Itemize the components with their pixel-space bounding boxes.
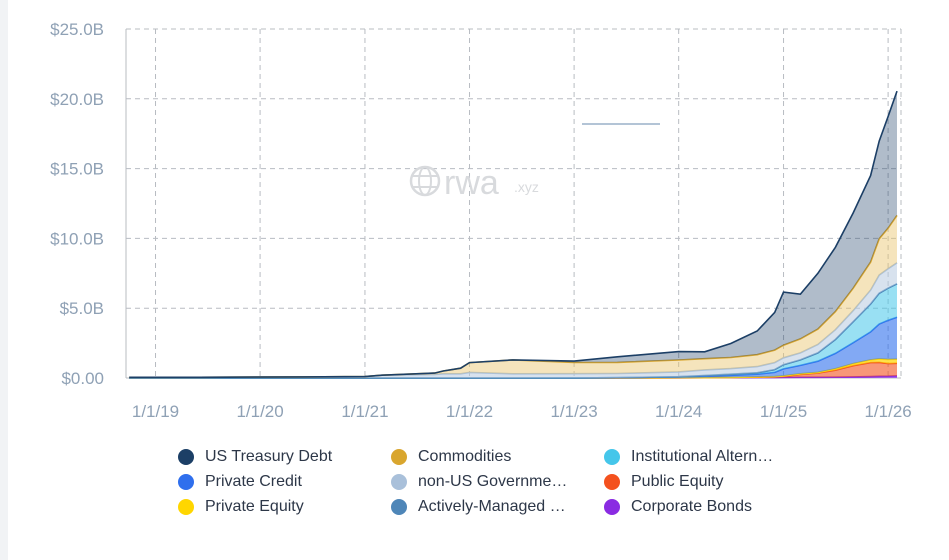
y-axis-ticks: $0.00 $5.0B $10.0B $15.0B $20.0B $25.0B	[50, 20, 104, 388]
y-tick-label: $20.0B	[50, 90, 104, 109]
legend-swatch	[391, 474, 407, 490]
legend-label: Private Credit	[205, 473, 302, 490]
legend-swatch	[604, 449, 620, 465]
legend-label: Public Equity	[631, 473, 724, 490]
legend-swatch	[178, 474, 194, 490]
legend-swatch	[178, 449, 194, 465]
rwa-watermark: rwa .xyz	[409, 164, 539, 202]
legend-item[interactable]: Public Equity	[604, 471, 724, 493]
watermark-suffix: .xyz	[514, 179, 539, 195]
line-us-treasury-debt	[129, 90, 898, 379]
legend-item[interactable]: Corporate Bonds	[604, 496, 752, 518]
legend-label: Private Equity	[205, 498, 304, 515]
x-tick-label: 1/1/19	[132, 402, 179, 421]
chart-legend: US Treasury Debt Commodities Institutional…	[178, 446, 818, 526]
legend-swatch	[604, 474, 620, 490]
y-tick-label: $0.00	[61, 369, 104, 388]
legend-label: US Treasury Debt	[205, 448, 333, 465]
y-tick-label: $5.0B	[60, 299, 104, 318]
area-us-treasury-debt	[129, 91, 897, 378]
legend-item[interactable]: Institutional Altern…	[604, 446, 773, 468]
legend-label: Actively-Managed …	[418, 498, 566, 515]
x-tick-label: 1/1/24	[655, 402, 702, 421]
globe-icon	[409, 165, 441, 197]
x-axis-ticks: 1/1/19 1/1/20 1/1/21 1/1/22 1/1/23 1/1/24 1/1/…	[132, 402, 912, 421]
legend-item[interactable]: Actively-Managed …	[391, 496, 566, 518]
y-tick-label: $10.0B	[50, 229, 104, 248]
x-tick-label: 1/1/22	[446, 402, 493, 421]
stacked-areas	[129, 90, 898, 379]
legend-item[interactable]: non-US Governme…	[391, 471, 567, 493]
x-tick-label: 1/1/26	[864, 402, 911, 421]
legend-swatch	[604, 499, 620, 515]
watermark-brand: rwa	[444, 164, 499, 202]
x-tick-label: 1/1/25	[760, 402, 807, 421]
x-tick-label: 1/1/20	[236, 402, 283, 421]
legend-swatch	[391, 449, 407, 465]
y-tick-label: $25.0B	[50, 20, 104, 39]
legend-item[interactable]: US Treasury Debt	[178, 446, 332, 468]
legend-swatch	[178, 499, 194, 515]
legend-label: Corporate Bonds	[631, 498, 752, 515]
x-tick-label: 1/1/21	[341, 402, 388, 421]
legend-label: Commodities	[418, 448, 512, 465]
legend-item[interactable]: Private Equity	[178, 496, 304, 518]
legend-item[interactable]: Commodities	[391, 446, 511, 468]
chart-grid	[125, 28, 902, 379]
area-public-equity	[129, 362, 897, 378]
legend-label: Institutional Altern…	[631, 448, 774, 465]
y-tick-label: $15.0B	[50, 160, 104, 179]
legend-swatch	[391, 499, 407, 515]
x-tick-label: 1/1/23	[550, 402, 597, 421]
chart-card: rwa .xyz $0.00 $5.0B $10.0B $15.0B $20.0B $25…	[8, 0, 949, 560]
legend-label: non-US Governme…	[418, 473, 568, 490]
legend-item[interactable]: Private Credit	[178, 471, 302, 493]
area-chart[interactable]: rwa .xyz $0.00 $5.0B $10.0B $15.0B $20.0B $25…	[8, 0, 949, 440]
